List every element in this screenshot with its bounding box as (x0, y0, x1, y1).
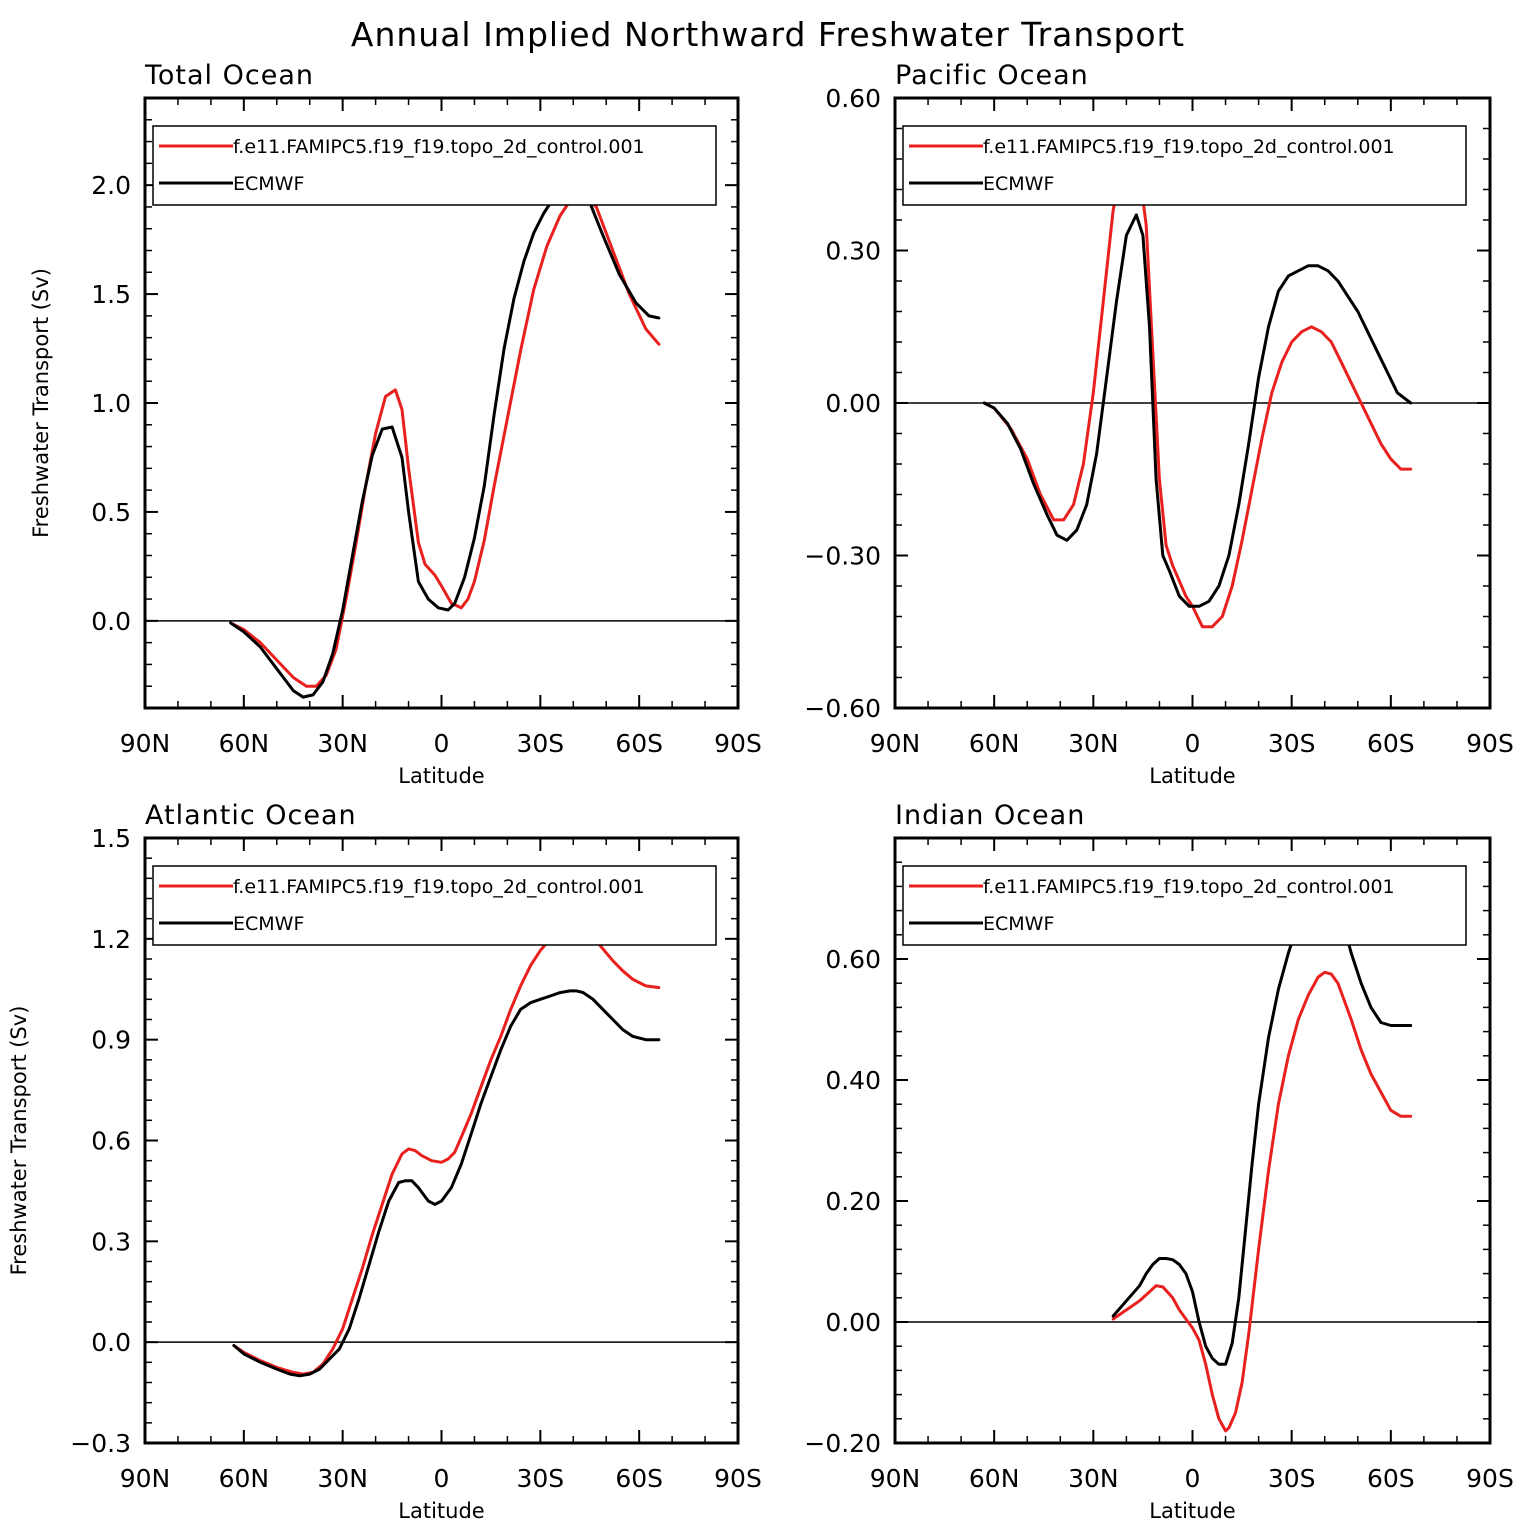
y-tick-label: 0.3 (91, 1227, 131, 1256)
legend-box (152, 125, 717, 206)
chart-panel-4: Indian Ocean 90N 60N 30N 0 30S 60S 90S −0.20 0.00… (804, 800, 1513, 1523)
x-tick-label: 30S (516, 729, 564, 758)
series-line-ecmwf (982, 213, 1413, 608)
plot-frame (143, 836, 740, 1445)
x-tick-label: 90N (870, 1464, 921, 1493)
legend-label: f.e11.FAMIPC5.f19_f19.topo_2d_control.00… (983, 136, 1395, 158)
y-tick-label: 1.5 (91, 824, 131, 853)
x-tick-label: 90N (870, 729, 921, 758)
x-tick-label: 0 (434, 1464, 450, 1493)
x-axis-label: Latitude (1149, 1499, 1235, 1523)
x-tick-label: 30N (317, 1464, 368, 1493)
legend-label: f.e11.FAMIPC5.f19_f19.topo_2d_control.00… (233, 876, 645, 898)
figure-title: Annual Implied Northward Freshwater Tran… (351, 15, 1185, 54)
panel-title: Pacific Ocean (895, 60, 1089, 91)
x-tick-label: 0 (1185, 1464, 1201, 1493)
legend-label: ECMWF (983, 913, 1054, 935)
x-tick-label: 60N (219, 1464, 270, 1493)
x-tick-label: 90N (120, 1464, 171, 1493)
x-tick-label: 30S (516, 1464, 564, 1493)
series-line-model (1111, 970, 1413, 1433)
series-line-ecmwf (229, 181, 661, 699)
x-tick-label: 0 (434, 729, 450, 758)
x-tick-label: 90S (714, 1464, 762, 1493)
x-tick-label: 90N (120, 729, 171, 758)
legend-label: ECMWF (233, 913, 304, 935)
x-tick-label: 0 (1185, 729, 1201, 758)
legend-box (152, 865, 717, 946)
legend-box (902, 865, 1467, 946)
y-tick-label: 2.0 (91, 171, 131, 200)
y-tick-label: 0.5 (91, 498, 131, 527)
series-line-ecmwf (1111, 894, 1413, 1366)
y-tick-label: 0.40 (825, 1066, 881, 1095)
x-tick-label: 60S (615, 729, 663, 758)
x-tick-label: 30N (1068, 1464, 1119, 1493)
y-tick-label: 1.5 (91, 280, 131, 309)
chart-panel-3: Atlantic Ocean 90N 60N 30N 0 30S 60S 90S −0.3 0.0… (7, 800, 762, 1523)
y-tick-label: 1.2 (91, 925, 131, 954)
y-tick-label: 0.30 (825, 237, 881, 266)
y-tick-label: 0.9 (91, 1026, 131, 1055)
y-tick-label: 0.00 (825, 389, 881, 418)
legend-box (902, 125, 1467, 206)
chart-panel-1: Total Ocean 90N 60N 30N 0 30S 60S 90S 0.0 0.5 1.0 1… (29, 60, 762, 788)
x-axis-label: Latitude (1149, 764, 1235, 788)
series-line-model (982, 157, 1413, 629)
legend-label: ECMWF (233, 173, 304, 195)
panel-title: Total Ocean (144, 60, 314, 91)
y-tick-label: −0.60 (804, 694, 881, 723)
panel-title: Atlantic Ocean (145, 800, 357, 831)
x-tick-label: 30N (317, 729, 368, 758)
x-tick-label: 60N (219, 729, 270, 758)
x-tick-label: 90S (1466, 1464, 1514, 1493)
chart-panel-2: Pacific Ocean 90N 60N 30N 0 30S 60S 90S −0.60 −0.… (804, 60, 1513, 788)
x-tick-label: 30S (1268, 729, 1316, 758)
y-tick-label: 0.00 (825, 1308, 881, 1337)
y-tick-label: 0.60 (825, 945, 881, 974)
x-tick-label: 90S (1466, 729, 1514, 758)
x-tick-label: 30S (1268, 1464, 1316, 1493)
series-line-model (232, 925, 661, 1376)
x-tick-label: 60S (1367, 729, 1415, 758)
x-tick-label: 60N (969, 729, 1020, 758)
plot-frame (893, 96, 1492, 710)
y-tick-label: 0.20 (825, 1187, 881, 1216)
y-tick-label: 0.60 (825, 84, 881, 113)
series-line-model (229, 192, 661, 688)
legend-label: f.e11.FAMIPC5.f19_f19.topo_2d_control.00… (233, 136, 645, 158)
y-axis-label: Freshwater Transport (Sv) (7, 1006, 31, 1276)
x-tick-label: 60N (969, 1464, 1020, 1493)
y-axis-label: Freshwater Transport (Sv) (29, 268, 53, 538)
x-tick-label: 60S (615, 1464, 663, 1493)
chart-panels: Total Ocean 90N 60N 30N 0 30S 60S 90S 0.0 0.5 1.0 1… (7, 60, 1514, 1523)
x-tick-label: 60S (1367, 1464, 1415, 1493)
plot-frame (143, 96, 740, 710)
y-tick-label: 0.0 (91, 1328, 131, 1357)
y-tick-label: 1.0 (91, 389, 131, 418)
panel-title: Indian Ocean (895, 800, 1085, 831)
legend-label: f.e11.FAMIPC5.f19_f19.topo_2d_control.00… (983, 876, 1395, 898)
y-tick-label: −0.20 (804, 1429, 881, 1458)
series-line-ecmwf (232, 989, 661, 1378)
legend-label: ECMWF (983, 173, 1054, 195)
y-tick-label: 0.6 (91, 1127, 131, 1156)
y-tick-label: 0.0 (91, 607, 131, 636)
x-axis-label: Latitude (398, 1499, 484, 1523)
y-tick-label: −0.30 (804, 542, 881, 571)
y-tick-label: −0.3 (70, 1429, 131, 1458)
x-axis-label: Latitude (398, 764, 484, 788)
x-tick-label: 30N (1068, 729, 1119, 758)
plot-frame (893, 836, 1492, 1445)
x-tick-label: 90S (714, 729, 762, 758)
